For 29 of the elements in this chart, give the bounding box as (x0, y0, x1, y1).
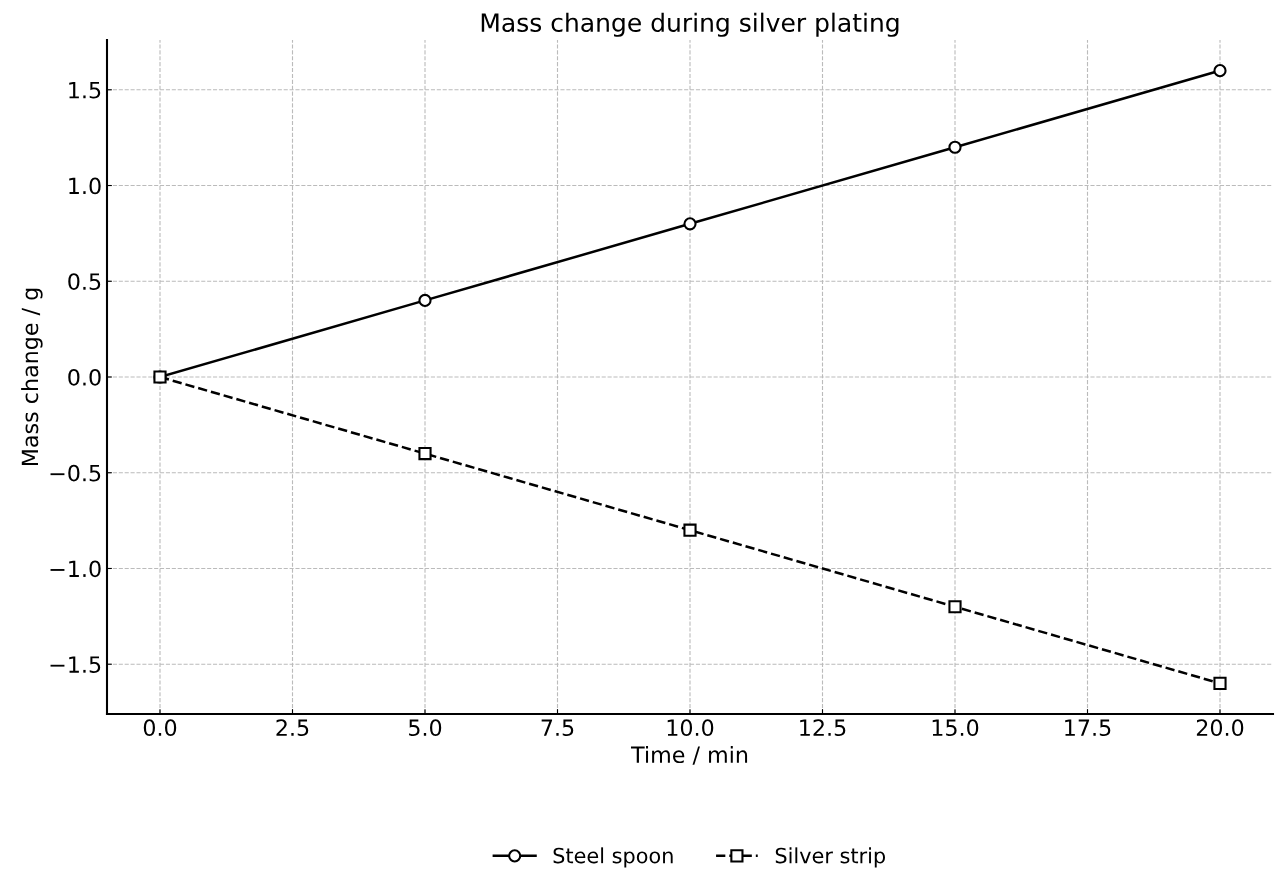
y-tick-label: 0.5 (68, 273, 101, 291)
x-tick-label: 10.0 (667, 719, 714, 737)
x-axis-title: Time / min (630, 745, 748, 765)
y-axis-title: Mass change / g (21, 288, 43, 466)
y-tick-label: −0.5 (50, 464, 101, 482)
y-tick-label: 0.0 (68, 368, 101, 386)
y-tick-label: 1.0 (69, 177, 101, 195)
x-tick-label: 2.5 (276, 719, 309, 737)
point (683, 523, 697, 537)
chart-title: Mass change during silver plating (481, 12, 899, 37)
point (1213, 676, 1227, 690)
point (1213, 64, 1227, 78)
legend-label: Silver strip (775, 847, 885, 868)
legend-label: Steel spoon (553, 847, 673, 868)
point (418, 293, 432, 308)
x-tick-label: 5.0 (409, 719, 442, 737)
x-tick-label: 7.5 (541, 719, 574, 737)
point (418, 446, 432, 461)
x-tick-label: 20.0 (1196, 719, 1244, 737)
x-tick-label: 12.5 (800, 719, 846, 737)
x-tick-label: 15.0 (932, 719, 979, 737)
y-tick-label: 1.5 (69, 82, 101, 99)
x-tick-label: 17.5 (1065, 719, 1111, 737)
y-tick-label: −1.5 (50, 656, 101, 673)
point (948, 140, 962, 154)
y-tick-label: −1.0 (50, 560, 101, 578)
point (948, 600, 962, 614)
point (683, 217, 697, 231)
x-tick-label: 0.0 (143, 719, 177, 737)
